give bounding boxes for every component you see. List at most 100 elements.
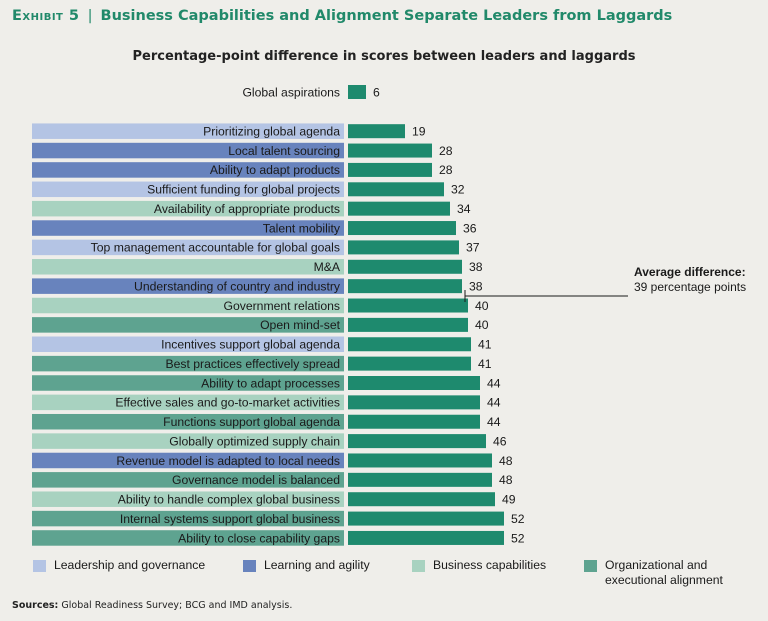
bar-availability-of-appropriate-products bbox=[348, 201, 450, 216]
bar-ability-to-adapt-processes bbox=[348, 375, 480, 390]
bar-functions-support-global-agenda bbox=[348, 414, 480, 429]
category-label-revenue-model-is-adapted-to-local-needs: Revenue model is adapted to local needs bbox=[116, 454, 340, 468]
value-label-ability-to-handle-complex-global-business: 49 bbox=[502, 493, 516, 507]
value-label-ability-to-close-capability-gaps: 52 bbox=[511, 531, 525, 545]
bar-internal-systems-support-global-business bbox=[348, 511, 504, 526]
sources-text: Global Readiness Survey; BCG and IMD ana… bbox=[61, 600, 293, 611]
category-band-talent-mobility bbox=[32, 220, 344, 236]
category-label-ability-to-adapt-processes: Ability to adapt processes bbox=[201, 376, 340, 390]
category-label-ability-to-close-capability-gaps: Ability to close capability gaps bbox=[178, 531, 340, 545]
category-band-prioritizing-global-agenda bbox=[32, 123, 344, 139]
chart-legend: Leadership and governance Learning and a… bbox=[0, 558, 768, 592]
bar-chart: Global aspirations 6 Prioritizing global a… bbox=[32, 85, 628, 546]
category-label-sufficient-funding-for-global-projects: Sufficient funding for global projects bbox=[147, 183, 340, 197]
bar-m-a bbox=[348, 259, 462, 274]
average-annotation-text: 39 percentage points bbox=[634, 280, 747, 294]
value-label-government-relations: 40 bbox=[475, 299, 489, 313]
category-label-incentives-support-global-agenda: Incentives support global agenda bbox=[161, 338, 340, 352]
value-label-sufficient-funding-for-global-projects: 32 bbox=[451, 183, 465, 197]
bar-global-aspirations bbox=[348, 85, 366, 99]
category-label-availability-of-appropriate-products: Availability of appropriate products bbox=[154, 202, 340, 216]
value-label-local-talent-sourcing: 28 bbox=[439, 144, 453, 158]
category-band-governance-model-is-balanced bbox=[32, 472, 344, 488]
bar-effective-sales-and-go-to-market-activities bbox=[348, 395, 480, 410]
legend-item-leadership: Leadership and governance bbox=[33, 558, 205, 573]
exhibit-heading: Business Capabilities and Alignment Sepa… bbox=[100, 8, 673, 24]
sources-label: Sources: bbox=[12, 600, 59, 611]
category-label-globally-optimized-supply-chain: Globally optimized supply chain bbox=[169, 434, 340, 448]
value-label-effective-sales-and-go-to-market-activities: 44 bbox=[487, 396, 501, 410]
category-band-government-relations bbox=[32, 297, 344, 314]
category-label-government-relations: Government relations bbox=[223, 299, 340, 313]
bar-sufficient-funding-for-global-projects bbox=[348, 182, 444, 197]
bar-prioritizing-global-agenda bbox=[348, 124, 405, 139]
category-band-ability-to-close-capability-gaps bbox=[32, 530, 344, 546]
value-label-governance-model-is-balanced: 48 bbox=[499, 473, 513, 487]
category-band-m-a bbox=[32, 259, 344, 275]
legend-swatch-leadership bbox=[33, 560, 46, 572]
exhibit-title: Exhibit 5 | Business Capabilities and Al… bbox=[12, 8, 672, 24]
category-band-open-mind-set bbox=[32, 317, 344, 333]
category-band-internal-systems-support-global-business bbox=[32, 510, 344, 527]
category-band-ability-to-adapt-processes bbox=[32, 375, 344, 391]
category-label-governance-model-is-balanced: Governance model is balanced bbox=[172, 473, 340, 487]
category-label-top-management-accountable-for-global-goals: Top management accountable for global go… bbox=[91, 241, 340, 255]
legend-label-org: Organizational and executional alignment bbox=[605, 558, 723, 587]
value-label-availability-of-appropriate-products: 34 bbox=[457, 202, 471, 216]
value-label-prioritizing-global-agenda: 19 bbox=[412, 124, 426, 138]
category-band-globally-optimized-supply-chain bbox=[32, 433, 344, 449]
average-annotation: Average difference: 39 percentage points bbox=[634, 265, 754, 295]
value-label-global-aspirations: 6 bbox=[373, 85, 380, 99]
exhibit-label: Exhibit 5 bbox=[12, 8, 80, 24]
value-label-functions-support-global-agenda: 44 bbox=[487, 415, 501, 429]
bar-revenue-model-is-adapted-to-local-needs bbox=[348, 453, 492, 468]
bar-understanding-of-country-and-industry bbox=[348, 279, 462, 294]
legend-swatch-business bbox=[412, 560, 425, 572]
category-band-effective-sales-and-go-to-market-activities bbox=[32, 394, 344, 411]
category-label-prioritizing-global-agenda: Prioritizing global agenda bbox=[203, 124, 340, 138]
value-label-best-practices-effectively-spread: 41 bbox=[478, 357, 492, 371]
legend-label-learning: Learning and agility bbox=[264, 558, 370, 572]
category-label-m-a: M&A bbox=[314, 260, 341, 274]
value-label-ability-to-adapt-processes: 44 bbox=[487, 376, 501, 390]
category-label-understanding-of-country-and-industry: Understanding of country and industry bbox=[134, 279, 341, 293]
average-annotation-heading: Average difference: bbox=[634, 265, 746, 279]
category-label-best-practices-effectively-spread: Best practices effectively spread bbox=[165, 357, 340, 371]
legend-item-business: Business capabilities bbox=[412, 558, 546, 573]
category-band-ability-to-adapt-products bbox=[32, 162, 344, 178]
category-label-ability-to-handle-complex-global-business: Ability to handle complex global busines… bbox=[118, 493, 340, 507]
bar-ability-to-close-capability-gaps bbox=[348, 530, 504, 545]
category-band-revenue-model-is-adapted-to-local-needs bbox=[32, 452, 344, 469]
legend-swatch-learning bbox=[243, 560, 256, 572]
category-band-availability-of-appropriate-products bbox=[32, 200, 344, 217]
category-label-talent-mobility: Talent mobility bbox=[263, 221, 341, 235]
category-label-functions-support-global-agenda: Functions support global agenda bbox=[163, 415, 340, 429]
bar-best-practices-effectively-spread bbox=[348, 356, 471, 371]
bar-top-management-accountable-for-global-goals bbox=[348, 240, 459, 255]
value-label-talent-mobility: 36 bbox=[463, 221, 477, 235]
title-separator: | bbox=[87, 8, 93, 24]
value-label-m-a: 38 bbox=[469, 260, 483, 274]
value-label-revenue-model-is-adapted-to-local-needs: 48 bbox=[499, 454, 513, 468]
value-label-internal-systems-support-global-business: 52 bbox=[511, 512, 525, 526]
bar-globally-optimized-supply-chain bbox=[348, 434, 486, 449]
value-label-ability-to-adapt-products: 28 bbox=[439, 163, 453, 177]
bar-incentives-support-global-agenda bbox=[348, 337, 471, 352]
value-label-understanding-of-country-and-industry: 38 bbox=[469, 279, 483, 293]
category-band-best-practices-effectively-spread bbox=[32, 355, 344, 372]
legend-label-leadership: Leadership and governance bbox=[54, 558, 206, 572]
category-band-functions-support-global-agenda bbox=[32, 413, 344, 430]
category-band-top-management-accountable-for-global-goals bbox=[32, 239, 344, 256]
bar-local-talent-sourcing bbox=[348, 143, 432, 158]
value-label-open-mind-set: 40 bbox=[475, 318, 489, 332]
category-label-ability-to-adapt-products: Ability to adapt products bbox=[210, 163, 340, 177]
category-band-ability-to-handle-complex-global-business bbox=[32, 491, 344, 507]
bar-talent-mobility bbox=[348, 221, 456, 236]
bar-ability-to-adapt-products bbox=[348, 162, 432, 177]
category-label-internal-systems-support-global-business: Internal systems support global business bbox=[120, 512, 340, 526]
category-band-local-talent-sourcing bbox=[32, 142, 344, 159]
bar-government-relations bbox=[348, 298, 468, 313]
legend-item-learning: Learning and agility bbox=[243, 558, 370, 573]
bar-governance-model-is-balanced bbox=[348, 472, 492, 487]
category-band-understanding-of-country-and-industry bbox=[32, 278, 344, 294]
